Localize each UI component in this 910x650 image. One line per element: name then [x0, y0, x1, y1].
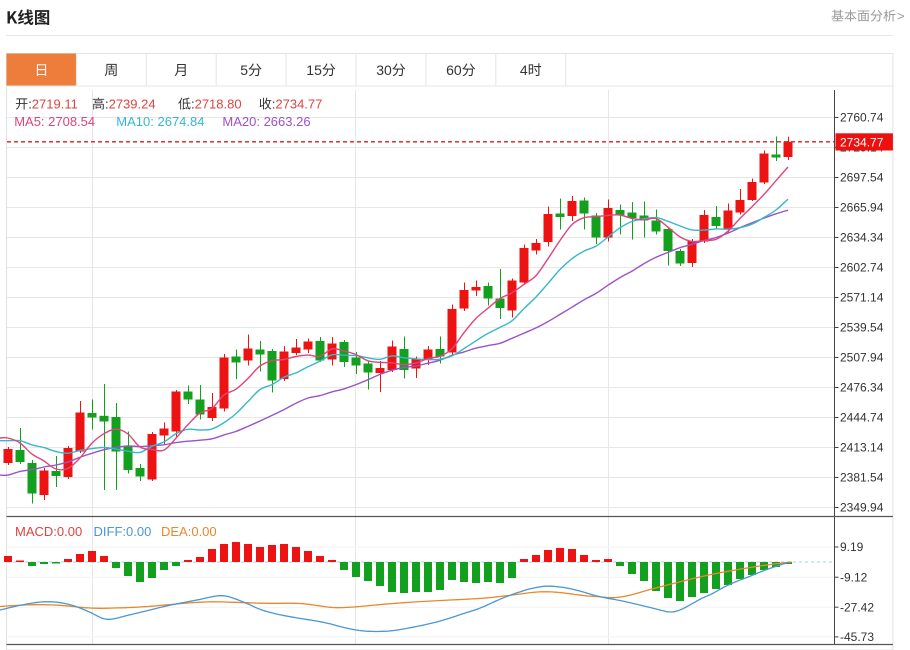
svg-text:MA10: 2674.84: MA10: 2674.84 [116, 114, 204, 129]
svg-text:30: 30 [376, 62, 392, 78]
svg-text:2719.11: 2719.11 [32, 97, 78, 112]
svg-text:2444.74: 2444.74 [840, 411, 884, 425]
svg-text:2739.24: 2739.24 [109, 97, 156, 112]
svg-text:-27.42: -27.42 [840, 600, 874, 614]
svg-text:MACD:0.00: MACD:0.00 [15, 524, 82, 539]
svg-text:2571.14: 2571.14 [840, 291, 884, 305]
svg-text:15: 15 [306, 62, 322, 78]
svg-text:2718.80: 2718.80 [195, 97, 242, 112]
svg-text:2760.74: 2760.74 [840, 111, 884, 125]
svg-text:2665.94: 2665.94 [840, 201, 884, 215]
svg-text:-45.73: -45.73 [840, 630, 874, 644]
svg-text:4: 4 [520, 62, 528, 78]
svg-text:MA20: 2663.26: MA20: 2663.26 [222, 114, 310, 129]
svg-text:>: > [897, 9, 905, 24]
svg-text:2634.34: 2634.34 [840, 231, 884, 245]
svg-text:2476.34: 2476.34 [840, 381, 884, 395]
svg-text:2734.77: 2734.77 [840, 135, 884, 149]
svg-text:60: 60 [446, 62, 462, 78]
svg-text:-9.12: -9.12 [840, 570, 868, 584]
svg-text::: : [28, 97, 32, 112]
svg-text::: : [191, 97, 195, 112]
svg-text:DEA:0.00: DEA:0.00 [161, 524, 217, 539]
svg-text:9.19: 9.19 [840, 540, 864, 554]
svg-text:MA5: 2708.54: MA5: 2708.54 [14, 114, 95, 129]
svg-text:5: 5 [240, 62, 248, 78]
svg-text::: : [272, 97, 276, 112]
svg-text:2734.77: 2734.77 [275, 97, 322, 112]
svg-text:2349.94: 2349.94 [840, 501, 884, 515]
svg-text:2602.74: 2602.74 [840, 261, 884, 275]
svg-text:2381.54: 2381.54 [840, 471, 884, 485]
svg-text::: : [105, 97, 109, 112]
svg-text:2697.54: 2697.54 [840, 171, 884, 185]
svg-text:2539.54: 2539.54 [840, 321, 884, 335]
svg-text:2413.14: 2413.14 [840, 441, 884, 455]
svg-text:DIFF:0.00: DIFF:0.00 [94, 524, 152, 539]
svg-text:2507.94: 2507.94 [840, 351, 884, 365]
